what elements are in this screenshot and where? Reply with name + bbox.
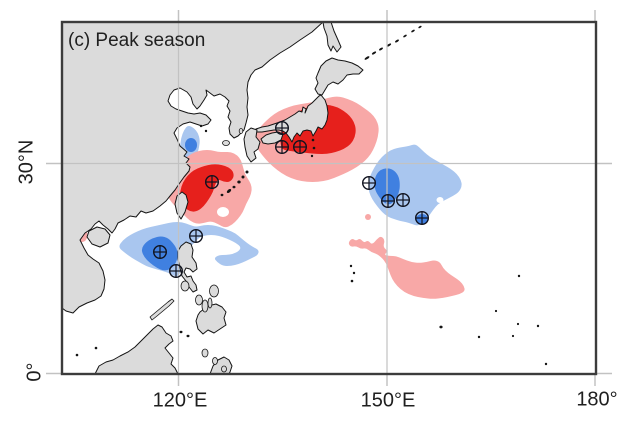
izu-dot [310, 154, 314, 158]
map-layers [62, 22, 596, 374]
mariana-dot [350, 279, 354, 283]
mariana-dot [349, 264, 353, 268]
sakhalin [322, 22, 342, 53]
hokkaido [314, 57, 364, 96]
honshu [251, 94, 329, 143]
east-blob-hole [436, 197, 444, 203]
circle-plus-marker [275, 120, 290, 135]
plot-border [60, 20, 598, 376]
kuril-dash [411, 29, 415, 33]
circle-plus-marker [168, 264, 183, 279]
negros [201, 299, 209, 313]
izu-dot [311, 138, 315, 142]
kuril-dash [371, 51, 377, 55]
samar [209, 284, 219, 298]
cebu [207, 297, 213, 309]
island-dot [536, 324, 540, 328]
x-axis-label-150e: 150°E [360, 389, 416, 412]
taiwan-blob-hole [217, 207, 229, 217]
continent [62, 22, 324, 314]
south-anomaly-pink [348, 236, 465, 299]
ryukyu-dot [237, 180, 241, 184]
yellow-sea-dot [204, 129, 208, 133]
ryukyu-dot [232, 185, 236, 189]
mariana-dot [352, 271, 356, 275]
kuril-dash [418, 25, 422, 29]
molucca-isle [221, 365, 227, 373]
sulu-dot [186, 334, 190, 338]
y-axis-label-0: 0° [23, 362, 46, 382]
molucca-isle [212, 357, 218, 365]
okinawa [226, 189, 232, 193]
island-dot [516, 322, 520, 326]
kuril-dash [386, 43, 392, 47]
circle-plus-marker [415, 210, 430, 225]
island-dot [94, 346, 98, 350]
island-dot [439, 325, 443, 329]
x-axis-label-120e: 120°E [152, 389, 208, 412]
yellow-sea-dot [199, 124, 203, 128]
circle-plus-marker [362, 175, 377, 190]
circle-plus-marker [188, 228, 203, 243]
ryukyu-dot [220, 193, 224, 197]
kuril-dash [379, 47, 383, 51]
sulu-dot [179, 330, 183, 334]
kuril-dash [403, 34, 407, 38]
island-dot [511, 334, 515, 338]
circle-plus-marker [204, 174, 219, 189]
shikoku [260, 131, 284, 145]
tiny-pink-dot [365, 214, 371, 220]
tsushima [238, 128, 244, 134]
island-dot [75, 353, 79, 357]
panel-title: (c) Peak season [68, 30, 206, 51]
circle-plus-marker [381, 193, 396, 208]
kyushu [243, 127, 261, 163]
taiwan-anomaly-red-core [180, 164, 234, 212]
x-axis-label-180: 180° [576, 388, 618, 411]
circle-plus-marker [293, 139, 308, 154]
kuril-dash [364, 56, 370, 60]
mindoro [180, 280, 190, 292]
ryukyu-dot [241, 175, 245, 179]
circle-plus-marker [152, 244, 167, 259]
palawan [149, 298, 175, 321]
island-dot [544, 362, 548, 366]
yellow-sea-anomaly-core [185, 138, 197, 152]
ryukyu-dot [245, 170, 249, 174]
jeju [222, 140, 230, 146]
molucca-isle [201, 348, 209, 358]
circle-plus-marker [396, 192, 411, 207]
island-dot [517, 274, 521, 278]
mindanao [195, 303, 227, 335]
east-anomaly-light [368, 144, 462, 226]
panay [195, 294, 203, 306]
y-axis-label-30n: 30°N [15, 139, 38, 185]
island-dot [494, 309, 498, 313]
borneo [94, 324, 179, 374]
island-dot [477, 335, 481, 339]
kuril-dash [395, 39, 399, 43]
circle-plus-marker [275, 139, 290, 154]
hainan-island [86, 226, 111, 248]
izu-dot [312, 146, 316, 150]
